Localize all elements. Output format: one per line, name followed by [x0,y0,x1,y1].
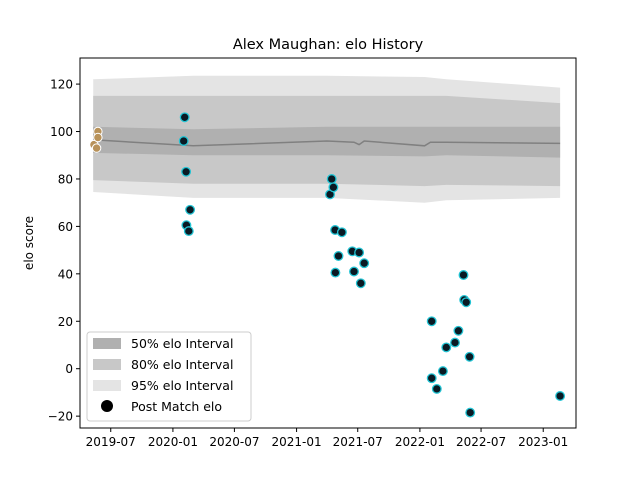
legend-marker-post-match [101,400,113,412]
x-tick-label: 2022-07 [456,435,506,449]
post-match-point [458,270,469,280]
post-match-point [326,174,337,184]
post-match-point [178,136,189,146]
post-match-point [555,391,566,401]
post-match-point [453,325,464,336]
early-elo-point [93,132,103,143]
post-match-point [183,226,194,237]
legend-label-95: 95% elo Interval [131,378,233,393]
post-match-point [333,251,344,261]
post-match-point [181,166,192,177]
legend-box [86,331,252,422]
x-tick-label: 2021-07 [333,435,383,449]
y-tick-label: 100 [50,125,73,139]
post-match-point [441,342,452,353]
post-match-point [359,258,370,269]
x-tick-label: 2021-01 [272,435,322,449]
legend-label-50: 50% elo Interval [131,336,233,351]
early-elo-point [91,143,102,153]
legend: 50% elo Interval 80% elo Interval 95% el… [86,331,252,422]
post-match-point [426,316,437,327]
post-match-point [450,337,460,348]
post-match-point [461,297,472,308]
confidence-bands [93,75,561,203]
y-axis-ticks: −20 0 20 40 60 80 100 120 [48,78,80,424]
post-match-point [437,366,448,377]
y-tick-label: −20 [48,410,73,424]
y-tick-label: 80 [58,172,73,186]
legend-label-80: 80% elo Interval [131,357,233,372]
chart-title: Alex Maughan: elo History [233,37,424,53]
x-tick-label: 2020-01 [148,435,198,449]
x-tick-label: 2019-07 [86,435,136,449]
post-match-point [336,227,347,238]
y-tick-label: 60 [58,220,73,234]
post-match-point [349,266,359,277]
x-axis-ticks: 2019-07 2020-01 2020-07 2021-01 2021-07 2022-… [86,428,568,449]
mean-elo-line [93,139,561,147]
x-tick-label: 2022-01 [395,435,445,449]
mean-elo-line-group [93,139,561,147]
post-match-point [431,383,442,394]
post-match-point [355,278,366,289]
legend-swatch-50 [93,338,121,349]
band-50-percent [93,126,561,158]
legend-swatch-95 [93,380,121,391]
post-match-point [185,204,196,215]
post-match-point [426,373,437,384]
y-axis-label: elo score [22,216,36,270]
post-match-points [89,112,566,418]
legend-label-post-match: Post Match elo [131,399,222,414]
x-tick-label: 2020-07 [209,435,259,449]
plot-frame [79,57,577,429]
post-match-point [328,182,339,193]
y-tick-label: 0 [65,362,73,376]
y-tick-label: 40 [58,267,73,281]
post-match-point [179,112,190,123]
y-tick-label: 20 [58,315,73,329]
post-match-point [465,407,476,418]
y-tick-label: 120 [50,78,73,92]
post-match-point [464,351,475,362]
legend-swatch-80 [93,359,121,370]
post-match-point [330,267,341,278]
x-tick-label: 2023-01 [518,435,568,449]
post-match-point [354,247,365,258]
